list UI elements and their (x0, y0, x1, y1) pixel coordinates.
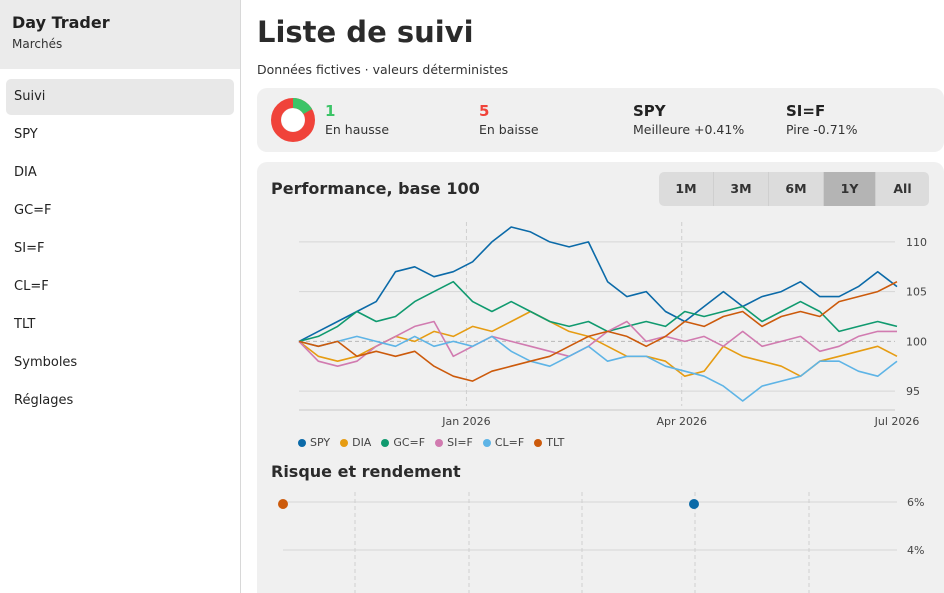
legend-dot (298, 438, 306, 447)
movers-donut (271, 98, 315, 142)
y-tick-label: 110 (906, 236, 927, 249)
legend-item: SI=F (435, 436, 473, 449)
y-tick-label: 95 (906, 385, 920, 398)
brand-header: Day Trader Marchés (0, 0, 240, 69)
risk-point-tlt (278, 499, 288, 509)
sidebar-item-suivi[interactable]: Suivi (6, 79, 234, 115)
x-tick-label: Apr 2026 (656, 415, 707, 428)
chart-lines (298, 226, 898, 402)
sidebar-item-spy[interactable]: SPY (14, 127, 38, 142)
range-all[interactable]: All (893, 181, 912, 196)
stat-up: 1 En hausse (325, 102, 389, 137)
stat-worst: SI=F Pire -0.71% (786, 102, 857, 137)
summary-card: 1 En hausse 5 En baisse SPY Meilleure +0… (257, 88, 944, 152)
legend-dot (482, 438, 491, 447)
performance-title: Performance, base 100 (271, 179, 480, 198)
legend-label: SPY (310, 436, 331, 449)
app-subtitle: Marchés (12, 37, 63, 51)
legend-dot (435, 438, 444, 447)
range-3m[interactable]: 3M (714, 172, 769, 206)
risk-title: Risque et rendement (271, 462, 461, 481)
stat-up-label: En hausse (325, 122, 390, 137)
legend-dot (340, 438, 349, 447)
legend-label: TLT (546, 436, 565, 449)
stat-down-label: En baisse (479, 122, 539, 137)
range-6m[interactable]: 6M (769, 172, 824, 206)
y-tick-label: 100 (906, 335, 927, 348)
range-1y[interactable]: 1Y (824, 172, 876, 206)
chart-grid: 95 100 105 110 Jan 2026 Apr 2026 Jul 2026 (299, 222, 927, 428)
legend-label: CL=F (494, 436, 525, 449)
sidebar-item-dia[interactable]: DIA (14, 165, 37, 180)
page-title: Liste de suivi (257, 15, 474, 49)
range-selector: 1M 3M 6M 1Y All (659, 172, 929, 206)
series-line-spy (298, 226, 898, 343)
series-line-clf (298, 335, 898, 402)
legend-label: SI=F (447, 436, 473, 449)
legend-dot (381, 438, 390, 447)
risk-y-tick-label: 6% (907, 496, 924, 509)
series-line-dia (298, 310, 898, 377)
range-1m[interactable]: 1M (659, 172, 714, 206)
legend-item: DIA (340, 436, 371, 449)
stat-down: 5 En baisse (479, 102, 539, 137)
stat-best-value: SPY (633, 102, 666, 120)
sidebar-item-tlt[interactable]: TLT (14, 317, 36, 332)
performance-card: Performance, base 100 1M 3M 6M 1Y All 95… (257, 162, 944, 593)
donut-up-segment (271, 98, 315, 142)
stat-worst-label: Pire -0.71% (786, 122, 858, 137)
sidebar-item-clf[interactable]: CL=F (14, 279, 49, 294)
legend-item: SPY (298, 436, 330, 449)
page-subtitle: Données fictives · valeurs déterministes (257, 62, 509, 77)
donut-hole (281, 108, 305, 132)
x-tick-label: Jan 2026 (441, 415, 490, 428)
risk-grid: 6% 4% (283, 492, 924, 593)
risk-y-tick-label: 4% (907, 544, 924, 557)
risk-points (278, 499, 699, 509)
sidebar: Day Trader Marchés Suivi SPY DIA GC=F SI… (0, 0, 241, 593)
performance-chart: 95 100 105 110 Jan 2026 Apr 2026 Jul 2026 6% 4% (278, 222, 927, 593)
legend-dot (534, 438, 543, 447)
stat-worst-value: SI=F (786, 102, 826, 120)
stat-best-label: Meilleure +0.41% (633, 122, 745, 137)
stat-best: SPY Meilleure +0.41% (633, 102, 744, 137)
series-line-tlt (298, 280, 898, 382)
x-tick-label: Jul 2026 (874, 415, 920, 428)
legend-item: GC=F (381, 436, 425, 449)
sidebar-item-symboles[interactable]: Symboles (14, 355, 78, 370)
risk-point-spy (689, 499, 699, 509)
legend-item: CL=F (482, 436, 525, 449)
stat-down-value: 5 (479, 102, 490, 120)
legend-label: DIA (352, 436, 372, 449)
series-line-gcf (298, 280, 898, 343)
series-line-sif (298, 320, 897, 367)
main-content: Liste de suivi Données fictives · valeur… (257, 0, 944, 593)
sidebar-nav: Suivi SPY DIA GC=F SI=F CL=F TLT Symbole… (0, 69, 240, 419)
sidebar-item-gcf[interactable]: GC=F (14, 203, 52, 218)
legend-label: GC=F (393, 436, 426, 449)
app-title: Day Trader (12, 13, 110, 32)
sidebar-item-reglages[interactable]: Réglages (14, 393, 74, 408)
chart-legend: SPY DIA GC=F SI=F CL=F TLT (298, 436, 574, 449)
y-tick-label: 105 (906, 286, 927, 299)
legend-item: TLT (534, 436, 564, 449)
sidebar-item-sif[interactable]: SI=F (14, 241, 45, 256)
stat-up-value: 1 (325, 102, 336, 120)
